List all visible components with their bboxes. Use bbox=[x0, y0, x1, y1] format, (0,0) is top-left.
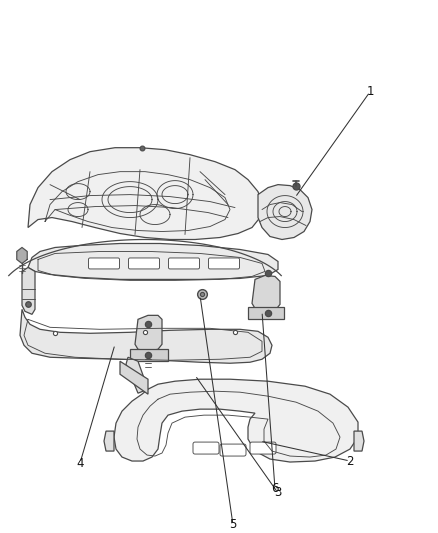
Polygon shape bbox=[22, 268, 35, 314]
Polygon shape bbox=[28, 244, 278, 279]
Polygon shape bbox=[354, 431, 364, 451]
FancyBboxPatch shape bbox=[88, 258, 120, 269]
Text: 6: 6 bbox=[271, 482, 279, 496]
FancyBboxPatch shape bbox=[220, 444, 246, 456]
FancyBboxPatch shape bbox=[250, 442, 276, 454]
Text: 4: 4 bbox=[76, 457, 84, 470]
Polygon shape bbox=[120, 361, 148, 394]
FancyBboxPatch shape bbox=[193, 442, 219, 454]
Text: 2: 2 bbox=[346, 455, 354, 467]
FancyBboxPatch shape bbox=[169, 258, 199, 269]
Text: 5: 5 bbox=[230, 519, 237, 531]
Polygon shape bbox=[135, 316, 162, 351]
FancyBboxPatch shape bbox=[128, 258, 159, 269]
Polygon shape bbox=[258, 184, 312, 239]
Polygon shape bbox=[248, 308, 284, 319]
Text: 3: 3 bbox=[274, 487, 282, 499]
Polygon shape bbox=[17, 247, 27, 263]
Polygon shape bbox=[28, 148, 262, 239]
Polygon shape bbox=[20, 309, 272, 364]
Polygon shape bbox=[252, 276, 280, 311]
Polygon shape bbox=[114, 379, 358, 462]
Text: 1: 1 bbox=[366, 85, 374, 98]
Polygon shape bbox=[126, 357, 148, 393]
Polygon shape bbox=[104, 431, 114, 451]
FancyBboxPatch shape bbox=[208, 258, 240, 269]
Polygon shape bbox=[130, 349, 168, 361]
